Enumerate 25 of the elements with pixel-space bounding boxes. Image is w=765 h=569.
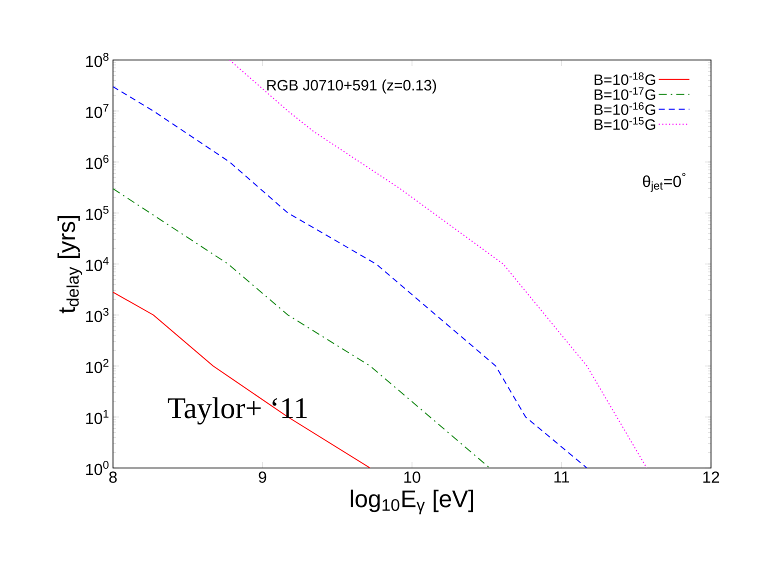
x-tick-label: 8 bbox=[109, 472, 117, 483]
y-tick-label: 10$^{4}$ bbox=[86, 256, 109, 272]
x-axis-title: log$_{10}$E$_{γ}$ [eV] bbox=[350, 490, 474, 514]
y-tick-label: 10$^{6}$ bbox=[86, 154, 108, 170]
y-tick-label: 10$^{2}$ bbox=[86, 358, 108, 374]
x-tick-label: 11 bbox=[554, 472, 570, 483]
y-tick-label: 10$^{7}$ bbox=[86, 104, 108, 118]
annotation: Taylor+ ‘11 bbox=[168, 397, 307, 425]
legend-label: B=10$^{-18}$G bbox=[594, 72, 656, 86]
legend-label: B=10$^{-17}$G bbox=[594, 87, 656, 100]
legend-label: B=10$^{-16}$G bbox=[594, 102, 656, 115]
line-series bbox=[113, 292, 371, 468]
y-tick-label: 10$^{5}$ bbox=[86, 206, 109, 220]
y-tick-label: 10$^{8}$ bbox=[86, 52, 109, 68]
y-tick-label: 10$^{1}$ bbox=[86, 410, 108, 424]
annotation: RGB J0710+591 (z=0.13) bbox=[267, 80, 436, 94]
line-series bbox=[113, 188, 490, 468]
x-tick-label: 9 bbox=[258, 472, 266, 483]
y-axis-title: t$_{delay}$ [yrs] bbox=[58, 216, 82, 314]
x-tick-label: 12 bbox=[703, 472, 720, 483]
y-tick-label: 10$^{3}$ bbox=[86, 308, 108, 322]
x-tick-label: 10 bbox=[404, 472, 420, 483]
legend-label: B=10$^{-15}$G bbox=[594, 117, 656, 130]
y-tick-label: 10$^{0}$ bbox=[86, 460, 109, 476]
annotation: θ$_{jet}$=0$^{°}$ bbox=[642, 172, 686, 192]
